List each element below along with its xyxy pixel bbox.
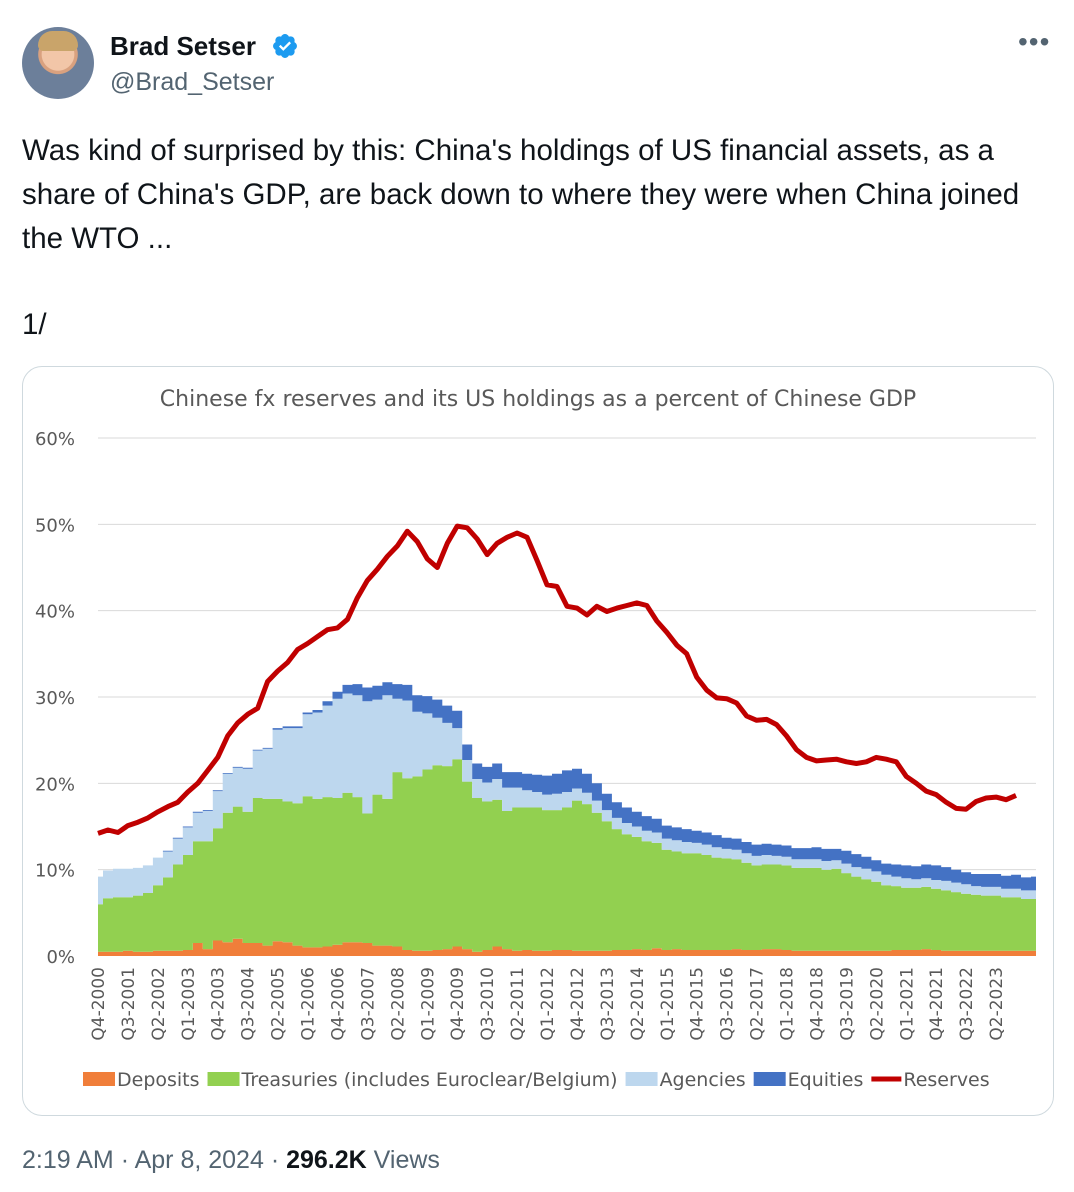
thread-number: 1/ — [22, 308, 47, 341]
x-tick-label: Q2-2017 — [748, 967, 768, 1041]
x-tick-label: Q3-2019 — [837, 967, 857, 1041]
y-tick-label: 50% — [35, 515, 75, 536]
stacked-area-chart: Chinese fx reserves and its US holdings … — [35, 387, 1036, 1091]
x-tick-label: Q1-2015 — [658, 967, 678, 1041]
tweet-date[interactable]: Apr 8, 2024 — [134, 1146, 264, 1174]
x-tick-label: Q2-2008 — [388, 967, 408, 1041]
x-tick-label: Q2-2014 — [628, 967, 648, 1041]
x-tick-label: Q4-2003 — [209, 967, 229, 1041]
legend-label: Deposits — [117, 1069, 200, 1091]
x-tick-label: Q3-2013 — [598, 967, 618, 1041]
x-tick-label: Q4-2021 — [927, 967, 947, 1041]
x-tick-label: Q4-2012 — [568, 967, 588, 1041]
x-tick-label: Q3-2001 — [119, 967, 139, 1041]
x-tick-label: Q3-2010 — [478, 967, 498, 1041]
x-tick-label: Q2-2002 — [149, 967, 169, 1041]
y-axis-ticks: 0% 10% 20% 30% 40% 50% 60% — [35, 429, 75, 968]
legend-label: Equities — [788, 1069, 864, 1091]
area-treasuries — [98, 759, 1036, 952]
y-tick-label: 40% — [35, 602, 75, 623]
verified-badge-icon — [273, 34, 297, 58]
y-tick-label: 0% — [46, 947, 75, 968]
x-tick-label: Q1-2018 — [778, 967, 798, 1041]
legend-label: Reserves — [903, 1069, 989, 1091]
avatar[interactable] — [22, 27, 94, 99]
legend-label: Treasuries (includes Euroclear/Belgium) — [241, 1069, 618, 1091]
legend: Deposits Treasuries (includes Euroclear/B… — [83, 1069, 990, 1091]
x-tick-label: Q3-2007 — [358, 967, 378, 1041]
legend-swatch — [625, 1072, 658, 1086]
meta-separator: · — [120, 1146, 130, 1174]
more-horizontal-icon[interactable]: ••• — [1018, 26, 1051, 57]
legend-swatch — [83, 1072, 115, 1086]
x-tick-label: Q1-2009 — [418, 967, 438, 1041]
tweet-time[interactable]: 2:19 AM — [22, 1146, 114, 1174]
legend-swatch — [207, 1072, 240, 1086]
x-tick-label: Q1-2006 — [299, 967, 319, 1041]
x-tick-label: Q4-2000 — [89, 967, 109, 1041]
area-deposits — [98, 938, 1036, 956]
y-tick-label: 30% — [35, 688, 75, 709]
tweet-text: Was kind of surprised by this: China's h… — [22, 134, 1020, 255]
y-tick-label: 10% — [35, 861, 75, 882]
x-tick-label: Q3-2004 — [239, 967, 259, 1041]
area-equities — [98, 682, 1036, 891]
x-tick-label: Q1-2021 — [897, 967, 917, 1041]
x-tick-label: Q1-2003 — [179, 967, 199, 1041]
x-tick-label: Q4-2018 — [807, 967, 827, 1041]
meta-separator: · — [270, 1146, 280, 1174]
x-tick-label: Q2-2005 — [269, 967, 289, 1041]
views-label: Views — [373, 1146, 440, 1174]
x-tick-label: Q3-2022 — [957, 967, 977, 1041]
x-tick-label: Q3-2016 — [718, 967, 738, 1041]
chart-image-card[interactable]: Chinese fx reserves and its US holdings … — [22, 366, 1054, 1116]
legend-label: Agencies — [660, 1069, 746, 1091]
author-handle[interactable]: @Brad_Setser — [110, 68, 275, 96]
x-tick-label: Q4-2009 — [448, 967, 468, 1041]
author-name[interactable]: Brad Setser — [110, 31, 256, 61]
views-count: 296.2K — [286, 1146, 367, 1174]
x-axis-ticks: Q4-2000 Q3-2001 Q2-2002 Q1-2003 Q4-2003 Q3-20… — [89, 967, 1007, 1041]
x-tick-label: Q4-2015 — [688, 967, 708, 1041]
x-tick-label: Q2-2020 — [867, 967, 887, 1041]
x-tick-label: Q2-2023 — [987, 967, 1007, 1041]
tweet-meta: 2:19 AM · Apr 8, 2024 · 296.2K Views — [22, 1146, 440, 1175]
x-tick-label: Q4-2006 — [328, 967, 348, 1041]
x-tick-label: Q1-2012 — [538, 967, 558, 1041]
y-tick-label: 20% — [35, 774, 75, 795]
reserves-line-group — [97, 523, 1017, 836]
legend-swatch — [753, 1072, 786, 1086]
stacked-areas — [98, 682, 1036, 956]
area-agencies — [98, 693, 1036, 905]
reserves-line — [97, 523, 1017, 836]
chart-title: Chinese fx reserves and its US holdings … — [160, 387, 916, 412]
x-tick-label: Q2-2011 — [508, 967, 528, 1041]
y-tick-label: 60% — [35, 429, 75, 450]
